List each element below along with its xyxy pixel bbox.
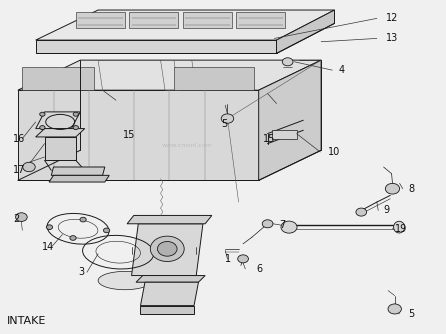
- Polygon shape: [49, 175, 109, 182]
- Circle shape: [388, 304, 401, 314]
- Polygon shape: [129, 12, 178, 28]
- Circle shape: [221, 114, 234, 123]
- Text: 15: 15: [263, 134, 276, 144]
- Text: 9: 9: [384, 205, 390, 215]
- Circle shape: [16, 213, 27, 221]
- Circle shape: [23, 162, 35, 172]
- Text: 14: 14: [42, 242, 54, 252]
- Text: 5: 5: [221, 119, 227, 129]
- Polygon shape: [36, 10, 334, 40]
- Polygon shape: [45, 137, 76, 160]
- Text: 16: 16: [13, 134, 25, 144]
- Circle shape: [40, 112, 45, 116]
- Text: 4: 4: [339, 65, 345, 75]
- Circle shape: [282, 58, 293, 66]
- Text: 7: 7: [279, 220, 285, 230]
- Polygon shape: [174, 67, 254, 90]
- Text: 8: 8: [408, 184, 414, 194]
- Circle shape: [103, 228, 110, 233]
- Circle shape: [385, 183, 400, 194]
- Text: 12: 12: [386, 13, 398, 23]
- Circle shape: [73, 126, 78, 130]
- Circle shape: [46, 225, 53, 229]
- Circle shape: [262, 220, 273, 228]
- Polygon shape: [183, 12, 232, 28]
- Polygon shape: [132, 224, 203, 276]
- Text: 3: 3: [78, 267, 84, 277]
- Polygon shape: [22, 67, 94, 90]
- Circle shape: [73, 112, 78, 116]
- Circle shape: [281, 221, 297, 233]
- Polygon shape: [18, 60, 321, 90]
- Text: 2: 2: [13, 214, 20, 224]
- Text: 1: 1: [225, 254, 231, 264]
- Text: 15: 15: [123, 130, 135, 140]
- Polygon shape: [140, 282, 198, 306]
- Polygon shape: [140, 306, 194, 314]
- Circle shape: [80, 217, 86, 222]
- Circle shape: [40, 126, 45, 130]
- Text: 6: 6: [256, 264, 263, 274]
- Text: 5: 5: [408, 309, 414, 319]
- Polygon shape: [36, 40, 277, 53]
- Circle shape: [70, 236, 76, 240]
- Text: 19: 19: [395, 224, 407, 234]
- Polygon shape: [18, 90, 259, 180]
- Polygon shape: [136, 276, 205, 282]
- Polygon shape: [36, 129, 85, 137]
- Bar: [272, 130, 297, 139]
- Polygon shape: [51, 167, 105, 175]
- Ellipse shape: [394, 221, 405, 233]
- Circle shape: [157, 241, 177, 256]
- Ellipse shape: [98, 271, 152, 290]
- Text: 17: 17: [13, 165, 26, 175]
- Polygon shape: [259, 60, 321, 180]
- Text: www.cmsnl.com: www.cmsnl.com: [162, 143, 213, 148]
- Circle shape: [356, 208, 367, 216]
- Circle shape: [150, 236, 184, 262]
- Text: 13: 13: [386, 33, 398, 43]
- Circle shape: [238, 255, 248, 263]
- Polygon shape: [76, 12, 125, 28]
- Text: 10: 10: [328, 147, 340, 157]
- Polygon shape: [127, 215, 212, 224]
- Polygon shape: [36, 112, 80, 129]
- Text: INTAKE: INTAKE: [7, 316, 46, 326]
- Polygon shape: [277, 10, 334, 53]
- Polygon shape: [236, 12, 285, 28]
